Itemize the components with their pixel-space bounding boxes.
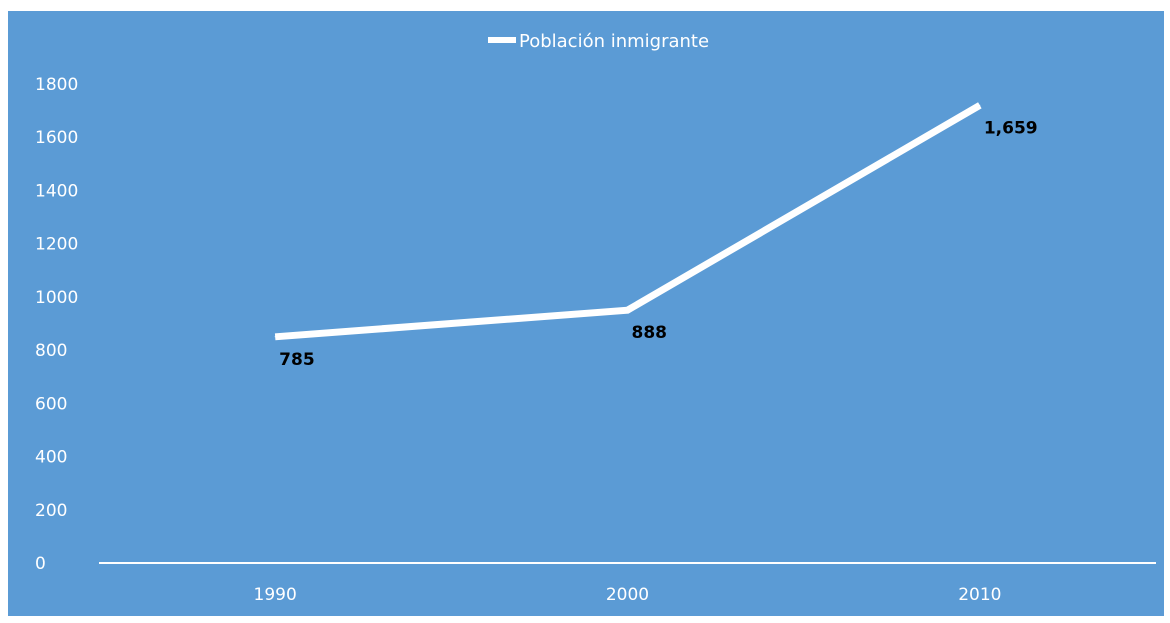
data-labels: 785 888 1,659 xyxy=(279,118,1037,370)
data-point xyxy=(979,104,981,106)
legend: Población inmigrante xyxy=(488,31,709,52)
data-point xyxy=(627,309,628,311)
x-tick-label: 1990 xyxy=(254,585,297,605)
y-tick-label: 1000 xyxy=(35,288,78,308)
y-tick-label: 1400 xyxy=(35,181,78,201)
y-tick-label: 1600 xyxy=(35,128,78,148)
x-tick-label: 2010 xyxy=(958,585,1001,605)
data-point xyxy=(274,336,276,338)
y-tick-label: 0 xyxy=(35,554,46,574)
x-tick-label: 2000 xyxy=(606,585,649,605)
series-poblacion-inmigrante xyxy=(274,102,982,341)
y-tick-label: 800 xyxy=(35,341,67,361)
y-axis: 0 200 400 600 800 1000 1200 1400 1600 1800 xyxy=(35,75,78,574)
legend-label: Población inmigrante xyxy=(519,31,709,52)
series-line xyxy=(274,102,982,341)
y-tick-label: 1200 xyxy=(35,235,78,255)
data-label: 1,659 xyxy=(984,118,1038,138)
data-label: 785 xyxy=(279,350,315,370)
data-label: 888 xyxy=(632,323,668,343)
x-axis: 1990 2000 2010 xyxy=(99,562,1156,605)
y-tick-label: 400 xyxy=(35,448,67,468)
y-tick-label: 200 xyxy=(35,501,67,521)
y-tick-label: 1800 xyxy=(35,75,78,95)
y-tick-label: 600 xyxy=(35,394,67,414)
